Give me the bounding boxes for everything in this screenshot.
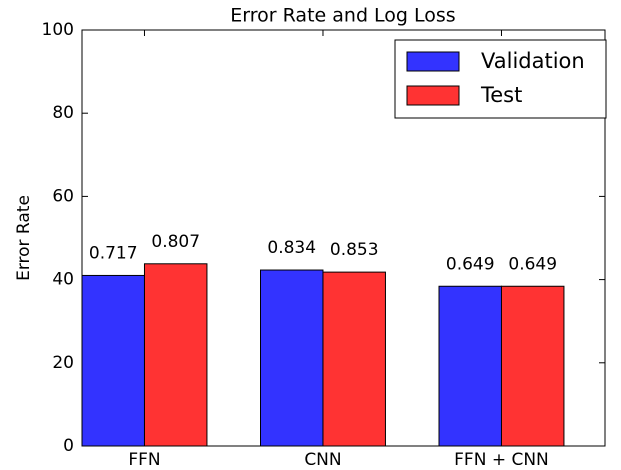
plot-frame <box>81 29 606 447</box>
bar <box>322 271 386 447</box>
y-tick-label: 0 <box>63 436 74 456</box>
bar <box>500 285 565 447</box>
legend-label: Test <box>480 83 522 107</box>
data-label: 0.807 <box>151 232 200 252</box>
bar <box>143 263 208 447</box>
x-tick-label: FFN <box>128 450 160 470</box>
legend-label: Validation <box>481 49 585 73</box>
legend-swatch <box>406 85 460 106</box>
data-label: 0.717 <box>89 243 138 263</box>
data-label: 0.853 <box>330 240 379 260</box>
chart-title: Error Rate and Log Loss <box>230 5 455 27</box>
y-axis-label: Error Rate <box>14 195 34 281</box>
bar <box>438 285 502 447</box>
y-tick-label: 100 <box>42 20 74 40</box>
y-tick-label: 40 <box>52 270 74 290</box>
data-label: 0.649 <box>446 254 495 274</box>
legend-swatch <box>406 51 460 72</box>
y-tick-label: 60 <box>52 186 74 206</box>
x-tick-label: CNN <box>304 450 341 470</box>
y-tick-label: 80 <box>52 103 74 123</box>
data-label: 0.649 <box>508 254 557 274</box>
data-label: 0.834 <box>267 238 316 258</box>
y-tick-label: 20 <box>52 353 74 373</box>
bar <box>81 274 145 447</box>
bar <box>260 269 324 447</box>
x-tick-label: FFN + CNN <box>454 450 549 470</box>
